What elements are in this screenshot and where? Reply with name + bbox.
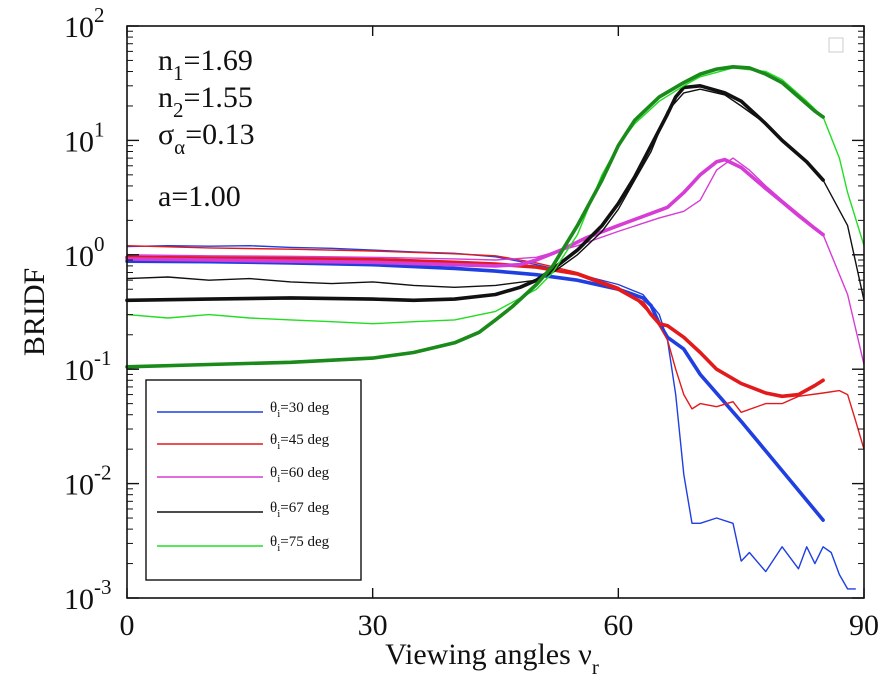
legend-label: θi=60 deg <box>270 465 330 485</box>
series-0-measured-line <box>126 244 856 590</box>
y-axis-title: BRIDF <box>18 268 51 356</box>
legend-label: θi=45 deg <box>270 432 330 452</box>
ticks-layer: 0 30 60 90 10-3 10-2 10-1 100 101 102 <box>64 3 879 642</box>
corner-checkbox-icon <box>828 37 844 53</box>
plot-frame <box>126 25 865 599</box>
series-layer <box>125 65 865 590</box>
y-tick-label: 10-1 <box>64 346 112 387</box>
series-0 <box>125 244 856 590</box>
series-0-model-line <box>125 259 825 522</box>
param-label: n1=1.69 <box>158 44 253 85</box>
series-1-model-line <box>125 255 825 399</box>
series-2-model-line <box>125 157 825 268</box>
series-3-model-line <box>125 84 825 303</box>
legend-label: θi=67 deg <box>270 500 330 520</box>
x-axis-title: Viewing angles νr <box>385 638 599 679</box>
y-tick-label: 100 <box>64 232 105 273</box>
x-tick-label: 60 <box>603 609 633 642</box>
legend-label: θi=75 deg <box>270 534 330 554</box>
x-tick-label: 0 <box>120 609 135 642</box>
param-label: n2=1.55 <box>158 81 253 122</box>
param-label: σα=0.13 <box>158 118 255 159</box>
x-tick-label: 90 <box>849 609 879 642</box>
series-1-measured-line <box>126 245 865 450</box>
series-1 <box>125 245 865 450</box>
series-4-model-line <box>125 65 825 369</box>
series-4 <box>125 65 865 369</box>
y-tick-label: 102 <box>64 3 105 44</box>
y-tick-label: 10-3 <box>64 575 112 616</box>
y-tick-label: 10-2 <box>64 461 112 502</box>
series-4-measured-line <box>126 67 865 325</box>
y-tick-label: 101 <box>64 117 105 158</box>
x-tick-label: 30 <box>358 609 388 642</box>
legend: θi=30 deg θi=45 deg θi=60 deg θi=67 deg θi=7… <box>145 379 362 581</box>
series-2 <box>125 157 865 365</box>
param-label: a=1.00 <box>158 180 241 213</box>
series-3 <box>125 84 865 303</box>
legend-label: θi=30 deg <box>270 400 330 420</box>
